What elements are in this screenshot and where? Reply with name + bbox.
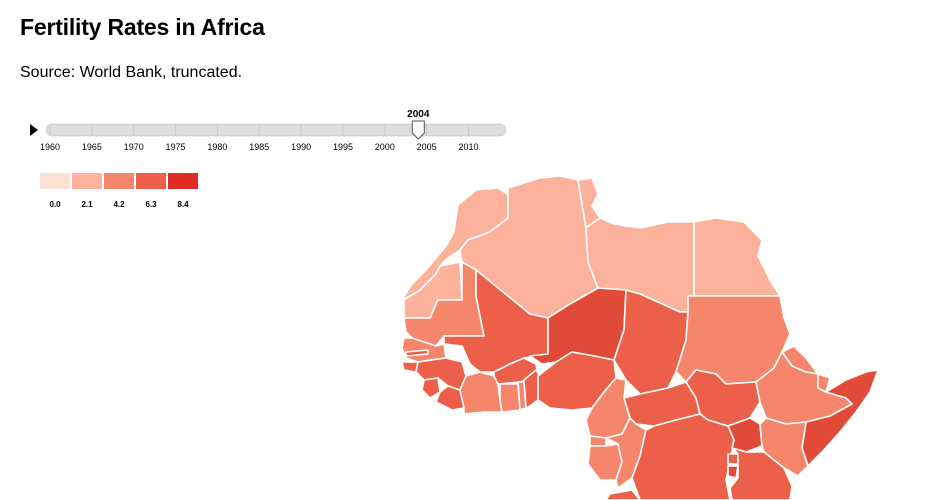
page-subtitle: Source: World Bank, truncated. bbox=[20, 64, 243, 81]
timeline-tick-label: 1970 bbox=[124, 142, 144, 152]
country-somalia[interactable] bbox=[801, 369, 879, 467]
current-year-label: 2004 bbox=[407, 109, 430, 120]
legend-swatch bbox=[168, 173, 198, 189]
country-chad[interactable] bbox=[613, 289, 689, 395]
legend-label: 2.1 bbox=[81, 200, 93, 209]
country-kenya[interactable] bbox=[759, 417, 809, 477]
country-south-sudan[interactable] bbox=[685, 369, 761, 427]
timeline-tick-label: 1980 bbox=[207, 142, 227, 152]
timeline-tick-label: 2000 bbox=[375, 142, 395, 152]
legend-swatch bbox=[72, 173, 102, 189]
legend: 0.0 2.1 4.2 6.3 8.4 bbox=[40, 173, 198, 209]
country-rwanda[interactable] bbox=[727, 453, 739, 465]
country-shapes bbox=[401, 175, 879, 500]
country-uganda[interactable] bbox=[727, 417, 763, 453]
timeline-handle[interactable] bbox=[411, 120, 425, 140]
legend-swatch bbox=[104, 173, 134, 189]
controls: 1960 1965 1970 1975 1980 1985 1990 1995 2000 2005… bbox=[26, 109, 507, 209]
country-gabon[interactable] bbox=[587, 443, 623, 481]
timeline-handle-shape bbox=[411, 120, 425, 140]
timeline-tick-labels: 1960 1965 1970 1975 1980 1985 1990 1995 2000 2005… bbox=[40, 142, 479, 152]
timeline-tick-label: 1985 bbox=[249, 142, 269, 152]
timeline-tick-label: 1965 bbox=[82, 142, 102, 152]
timeline-tick-label: 2010 bbox=[459, 142, 479, 152]
play-triangle-icon bbox=[30, 124, 38, 136]
country-tanzania[interactable] bbox=[729, 447, 793, 500]
timeline-tick-label: 1995 bbox=[333, 142, 353, 152]
page-title: Fertility Rates in Africa bbox=[20, 14, 265, 40]
country-ghana[interactable] bbox=[499, 383, 521, 413]
legend-label: 6.3 bbox=[145, 200, 157, 209]
timeline-tick-marks bbox=[49, 124, 470, 136]
country-burundi[interactable] bbox=[727, 465, 739, 479]
timeline-track[interactable] bbox=[45, 123, 507, 137]
timeline-tick-label: 1975 bbox=[166, 142, 186, 152]
timeline-tick-label: 1990 bbox=[291, 142, 311, 152]
legend-label: 0.0 bbox=[49, 200, 61, 209]
country-tunisia[interactable] bbox=[577, 177, 601, 229]
timeline-tick-label: 1960 bbox=[40, 142, 60, 152]
country-gambia[interactable] bbox=[405, 349, 429, 357]
timeline-tick-label: 2005 bbox=[417, 142, 437, 152]
country-egypt[interactable] bbox=[693, 217, 781, 297]
country-angola-partial[interactable] bbox=[605, 489, 641, 500]
legend-label: 4.2 bbox=[113, 200, 125, 209]
country-sierra-leone[interactable] bbox=[421, 377, 441, 399]
legend-label: 8.4 bbox=[177, 200, 189, 209]
play-button[interactable] bbox=[26, 120, 42, 138]
country-equatorial-guinea[interactable] bbox=[589, 435, 607, 447]
country-dr-congo[interactable] bbox=[631, 413, 735, 500]
legend-swatch bbox=[136, 173, 166, 189]
legend-swatch bbox=[40, 173, 70, 189]
country-djibouti[interactable] bbox=[817, 373, 831, 393]
